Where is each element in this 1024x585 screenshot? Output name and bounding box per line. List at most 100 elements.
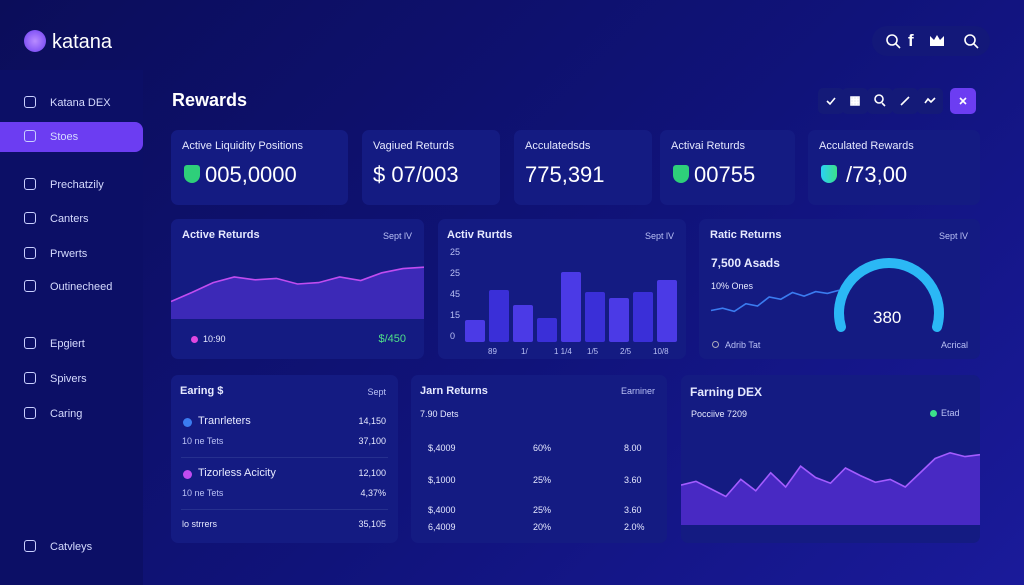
row-value: 37,100 xyxy=(358,436,386,446)
nav-label: Spivers xyxy=(50,373,87,385)
nav-item[interactable]: Outinecheed xyxy=(0,272,143,302)
stat-card: Acculatedsds 775,391 xyxy=(514,130,652,205)
tool-icon xyxy=(900,96,910,106)
legend[interactable]: Etad xyxy=(941,408,960,418)
divider xyxy=(181,509,388,510)
stat-card: Vagiued Returds $ 07/003 xyxy=(362,130,500,205)
nav-label: Epgiert xyxy=(50,338,85,350)
nav-label: Catvleys xyxy=(50,541,93,553)
line xyxy=(681,451,980,498)
nav-icon xyxy=(24,337,36,349)
nav-item[interactable]: Prwerts xyxy=(0,239,143,269)
bar xyxy=(585,292,605,342)
tool-icon xyxy=(924,97,936,104)
area-fill xyxy=(681,452,980,525)
divider xyxy=(181,457,388,458)
tool-button[interactable] xyxy=(950,88,976,114)
table-cell: 25% xyxy=(533,475,552,485)
y-tick-label: 25 xyxy=(450,268,461,278)
nav-item[interactable]: Prechatzily xyxy=(0,170,143,200)
line xyxy=(710,289,840,313)
bar xyxy=(513,305,533,342)
stat-label: Activai Returds xyxy=(671,140,745,152)
nav-icon xyxy=(24,96,36,108)
table-cell: $,1000 xyxy=(428,475,456,485)
table-cell: 6,4009 xyxy=(428,522,456,532)
nav-icon xyxy=(24,407,36,419)
nav-icon xyxy=(24,130,36,142)
nav-icon xyxy=(24,178,36,190)
tool-button[interactable] xyxy=(892,88,918,114)
stat-value: 005,0000 xyxy=(205,162,297,187)
nav-item[interactable]: Katana DEX xyxy=(0,88,143,118)
rate: 10% Ones xyxy=(711,281,754,291)
line xyxy=(171,266,424,303)
farning-panel: Farning DEX Pocciive 7209 Etad xyxy=(681,375,980,543)
nav-item[interactable]: Stoes xyxy=(0,122,143,152)
headline: 7,500 Asads xyxy=(711,256,780,270)
filter[interactable]: Sept xyxy=(367,387,386,397)
nav-icon xyxy=(24,212,36,224)
filter[interactable]: Sept lV xyxy=(938,231,968,241)
header-right: Earniner xyxy=(620,386,655,396)
x-tick-label: 1 1/4 xyxy=(554,347,572,356)
foot-right: Acrical xyxy=(940,340,968,350)
icon-path xyxy=(900,96,910,106)
table-cell: 2.0% xyxy=(624,522,645,532)
ratio-panel: Ratic Returns Sept lV 7,500 Asads 10% On… xyxy=(699,219,980,359)
stat-label: Active Liquidity Positions xyxy=(182,140,304,152)
page-title: Rewards xyxy=(172,90,248,110)
gauge-value: 380 xyxy=(873,308,902,327)
y-tick-label: 25 xyxy=(450,247,461,257)
bar xyxy=(489,290,509,342)
bar-chart xyxy=(465,272,677,342)
row-icon xyxy=(183,418,192,427)
nav-item[interactable]: Spivers xyxy=(0,364,143,394)
row-value: 12,100 xyxy=(358,468,386,478)
stat-value: /73,00 xyxy=(846,162,908,187)
legend: 10:90 xyxy=(203,334,226,344)
nav-item[interactable]: Epgiert xyxy=(0,329,143,359)
icon-path xyxy=(959,97,967,105)
icon-path xyxy=(874,94,886,107)
row-value: 4,37% xyxy=(360,488,386,498)
tool-button[interactable] xyxy=(867,88,893,114)
area-chart xyxy=(681,451,980,525)
nav-label: Prwerts xyxy=(50,248,88,260)
tool-button[interactable] xyxy=(818,88,844,114)
amount: $/450 xyxy=(378,333,406,345)
nav-item[interactable]: Catvleys xyxy=(0,532,143,562)
nav-icon xyxy=(24,372,36,384)
tool-button[interactable] xyxy=(917,88,943,114)
row-value: 14,150 xyxy=(358,416,386,426)
legend-dot xyxy=(712,341,719,348)
nav-label: Canters xyxy=(50,213,89,225)
nav-item[interactable]: Canters xyxy=(0,204,143,234)
tool-button[interactable] xyxy=(842,88,868,114)
nav-label: Outinecheed xyxy=(50,281,113,293)
social-icon[interactable]: f xyxy=(908,31,914,50)
filter[interactable]: Sept lV xyxy=(382,231,412,241)
panel-title: Ratic Returns xyxy=(710,229,782,241)
stat-icon xyxy=(821,165,837,183)
stat-icon xyxy=(673,165,689,183)
subtitle: Pocciive 7209 xyxy=(691,409,748,419)
x-tick-label: 2/5 xyxy=(620,347,632,356)
nav-item[interactable]: Caring xyxy=(0,399,143,429)
area-chart xyxy=(171,266,424,319)
stat-value: $ 07/003 xyxy=(373,162,459,187)
bar xyxy=(465,320,485,342)
bar xyxy=(537,318,557,342)
nav-label: Prechatzily xyxy=(50,179,104,191)
legend-dot xyxy=(930,410,937,417)
table-cell: 8.00 xyxy=(624,443,642,453)
stat-card: Activai Returds 00755 xyxy=(660,130,795,205)
stat-card: Active Liquidity Positions 005,0000 xyxy=(171,130,348,205)
earning-panel: Earing $ Sept lo strrers 35,105 Tranrlet… xyxy=(171,375,398,543)
table-cell: 20% xyxy=(533,522,552,532)
bar xyxy=(561,272,581,342)
row-sub: 10 ne Tets xyxy=(182,488,224,498)
stat-label: Acculated Rewards xyxy=(819,140,914,152)
filter[interactable]: Sept lV xyxy=(644,231,674,241)
returns-table: Jarn Returns Earniner 7.90 Dets $,4009 60… xyxy=(411,375,667,543)
